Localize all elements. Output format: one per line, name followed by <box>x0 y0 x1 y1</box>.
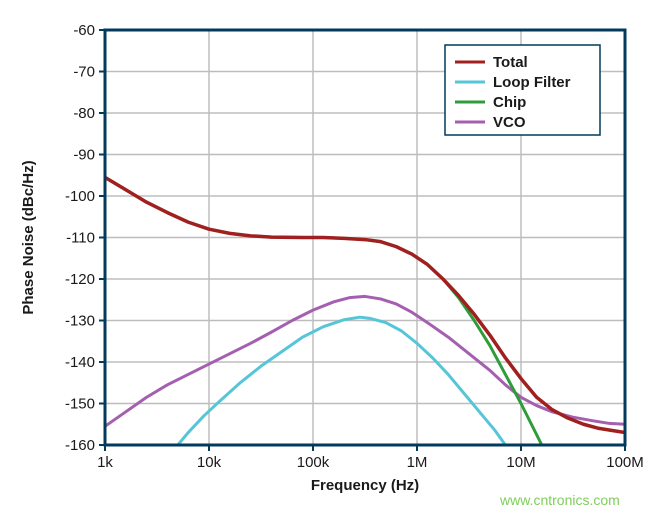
x-tick-label: 1M <box>407 454 428 471</box>
y-tick-label: -90 <box>73 147 95 164</box>
legend-label: Total <box>493 54 528 71</box>
y-tick-label: -60 <box>73 22 95 39</box>
y-tick-label: -160 <box>65 437 95 454</box>
x-tick-label: 1k <box>97 454 113 471</box>
chart-container: { "chart": { "type": "line-log-x", "widt… <box>0 0 657 519</box>
watermark: www.cntronics.com <box>499 492 620 508</box>
x-axis-label: Frequency (Hz) <box>311 477 419 494</box>
y-tick-label: -100 <box>65 188 95 205</box>
y-tick-label: -130 <box>65 313 95 330</box>
y-tick-label: -140 <box>65 354 95 371</box>
legend-label: VCO <box>493 114 526 131</box>
y-tick-label: -70 <box>73 64 95 81</box>
x-tick-label: 100k <box>297 454 330 471</box>
x-tick-label: 10k <box>197 454 222 471</box>
y-axis-label: Phase Noise (dBc/Hz) <box>20 160 37 314</box>
y-tick-label: -120 <box>65 271 95 288</box>
y-tick-label: -80 <box>73 105 95 122</box>
y-tick-label: -150 <box>65 396 95 413</box>
x-tick-label: 100M <box>606 454 644 471</box>
legend-label: Chip <box>493 94 526 111</box>
x-tick-label: 10M <box>506 454 535 471</box>
legend-label: Loop Filter <box>493 74 571 91</box>
phase-noise-chart: 1k 10k 100k 1M 10M 100M -60 -70 -80 -90 -100 -110 -1… <box>0 0 657 519</box>
y-tick-label: -110 <box>66 230 95 247</box>
